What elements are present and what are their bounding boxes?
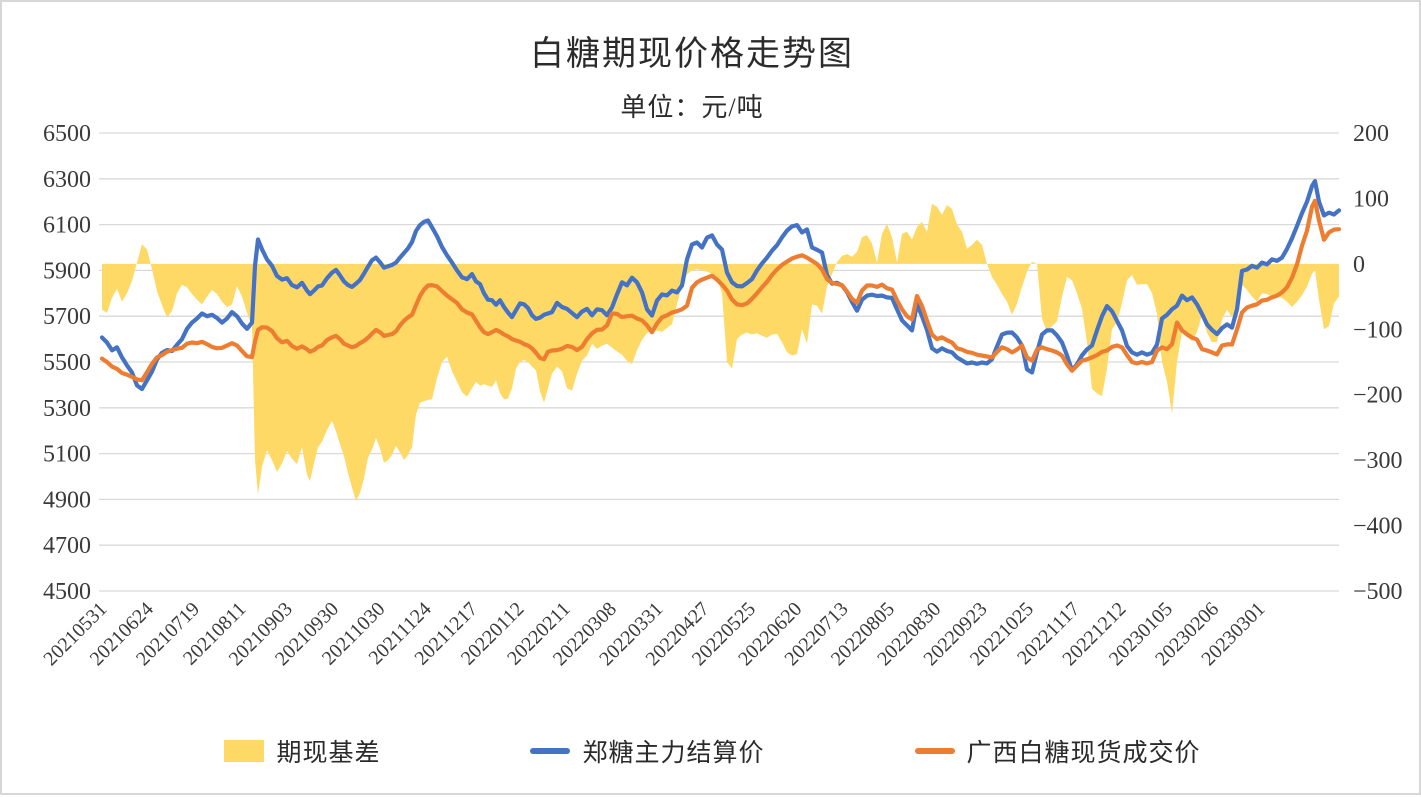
spot-line — [99, 198, 1342, 383]
futures-line-swatch-icon — [530, 748, 571, 754]
right-axis-labels: 200 100 0 −100 −200 −300 −400 −500 — [1353, 121, 1403, 605]
svg-text:100: 100 — [1353, 186, 1389, 212]
futures-line — [99, 179, 1342, 392]
svg-text:−100: −100 — [1353, 317, 1403, 343]
svg-text:5300: 5300 — [43, 396, 91, 422]
legend-item-futures: 郑糖主力结算价 — [530, 733, 764, 769]
svg-text:4500: 4500 — [43, 579, 91, 605]
svg-text:6300: 6300 — [43, 167, 91, 193]
legend-label-spot: 广西白糖现货成交价 — [966, 740, 1201, 767]
svg-text:−400: −400 — [1353, 514, 1403, 540]
spot-line-swatch-icon — [914, 748, 955, 754]
svg-text:−200: −200 — [1353, 383, 1403, 409]
svg-text:6100: 6100 — [43, 213, 91, 239]
x-axis-labels: 2021053120210624202107192021081120210903… — [39, 598, 1269, 670]
basis-area — [102, 203, 1339, 501]
svg-text:0: 0 — [1353, 252, 1365, 278]
legend-label-futures: 郑糖主力结算价 — [582, 740, 765, 767]
svg-text:5500: 5500 — [43, 350, 91, 376]
svg-text:5100: 5100 — [43, 442, 91, 468]
chart-legend: 期现基差 郑糖主力结算价 广西白糖现货成交价 — [2, 733, 1421, 769]
legend-item-basis: 期现基差 — [224, 733, 380, 769]
chart-header: 白糖期现价格走势图 单位：元/吨 — [2, 26, 1382, 124]
chart-subtitle: 单位：元/吨 — [620, 93, 764, 122]
chart-title: 白糖期现价格走势图 — [530, 36, 854, 73]
svg-text:4900: 4900 — [43, 487, 91, 513]
svg-text:5700: 5700 — [43, 304, 91, 330]
svg-text:200: 200 — [1353, 121, 1389, 147]
basis-area-swatch-icon — [224, 740, 265, 762]
svg-text:6500: 6500 — [43, 121, 91, 147]
svg-text:4700: 4700 — [43, 533, 91, 559]
left-axis-labels: 6500 6300 6100 5900 5700 5500 5300 5100 4900 4700… — [43, 121, 91, 605]
legend-item-spot: 广西白糖现货成交价 — [914, 733, 1201, 769]
svg-text:−300: −300 — [1353, 448, 1403, 474]
svg-text:−500: −500 — [1353, 579, 1403, 605]
svg-text:5900: 5900 — [43, 258, 91, 284]
legend-label-basis: 期现基差 — [276, 740, 381, 767]
